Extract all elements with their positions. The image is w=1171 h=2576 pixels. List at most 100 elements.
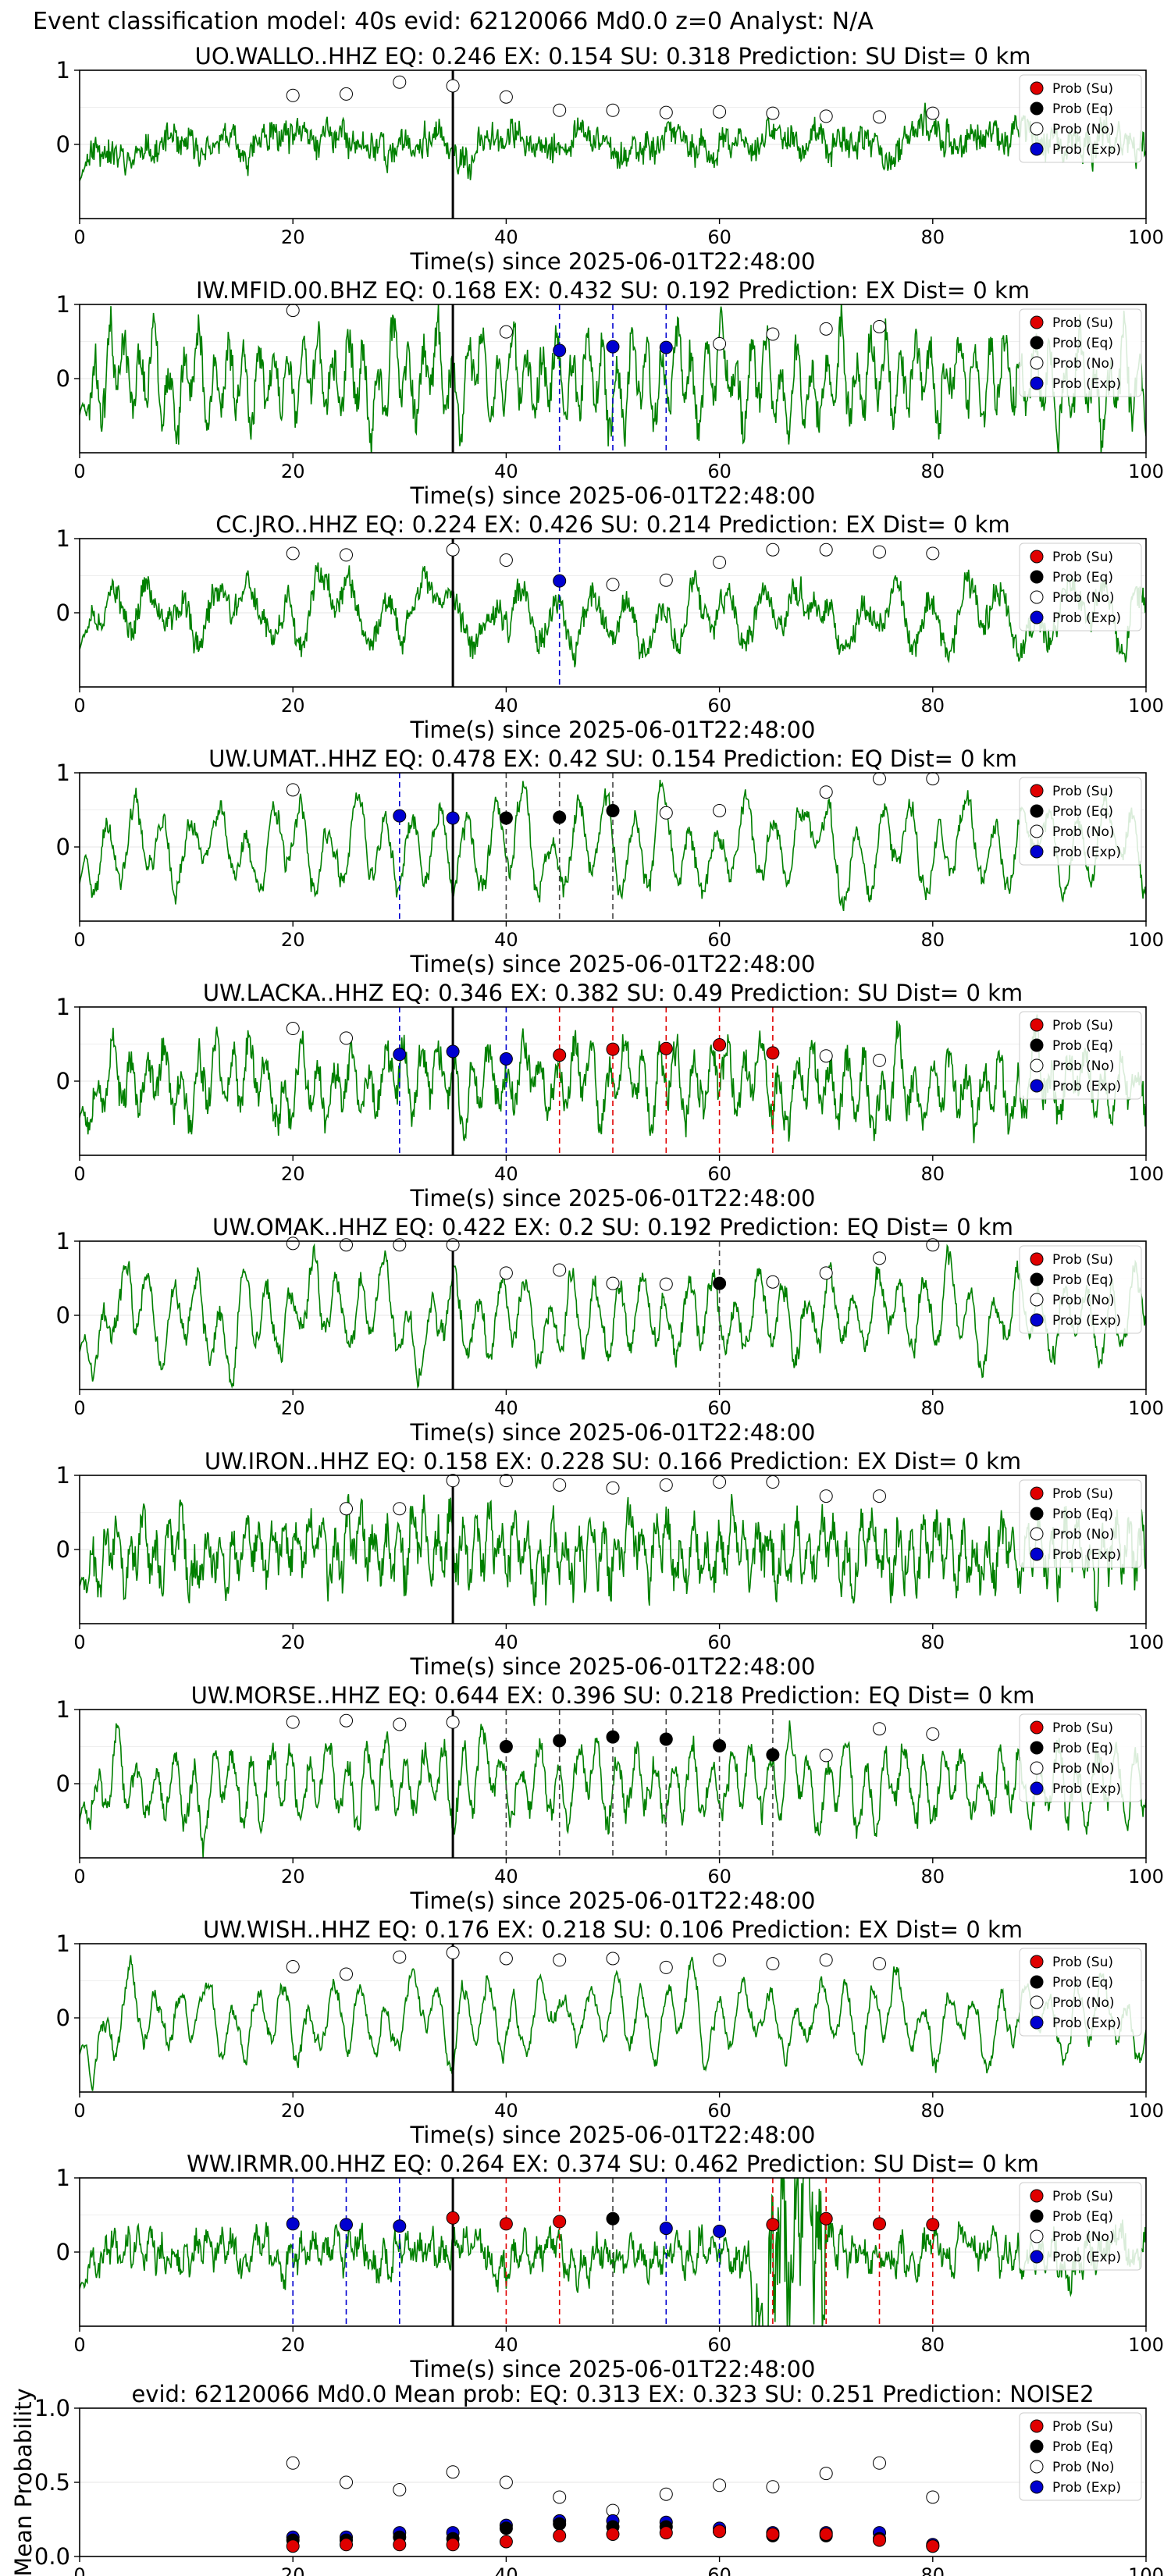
data-point-eq (713, 1276, 727, 1290)
legend-marker-su (1030, 550, 1044, 564)
data-point-su (606, 2528, 620, 2541)
data-point-no (766, 543, 780, 557)
legend-box (1019, 1011, 1142, 1100)
plot-contents (80, 1475, 1146, 1624)
waveform-trace (80, 304, 1146, 453)
data-point-no (766, 106, 780, 120)
data-point-no (393, 1238, 407, 1252)
legend-marker-su (1030, 1486, 1044, 1500)
legend-marker-exp (1030, 845, 1044, 859)
data-point-exp (393, 809, 407, 823)
legend-marker-no (1030, 1293, 1044, 1307)
x-tick-label: 0 (73, 1397, 85, 1419)
data-point-su (819, 2211, 833, 2226)
data-point-eq (766, 1748, 780, 1762)
legend-label: Prob (Eq) (1052, 101, 1113, 117)
y-tick-label: 0 (56, 600, 70, 626)
plot-contents (80, 70, 1146, 219)
chart-panel: evid: 62120066 Md0.0 Mean prob: EQ: 0.31… (10, 2381, 1164, 2576)
legend-label: Prob (Su) (1052, 81, 1113, 97)
chart-title: CC.JRO..HHZ EQ: 0.224 EX: 0.426 SU: 0.21… (215, 511, 1009, 538)
data-point-no (499, 325, 513, 339)
data-point-no (606, 1952, 620, 1966)
chart-title: UO.WALLO..HHZ EQ: 0.246 EX: 0.154 SU: 0.… (195, 43, 1031, 69)
y-tick-label: 1 (56, 760, 70, 786)
legend-marker-exp (1030, 2480, 1044, 2494)
chart-title: UW.OMAK..HHZ EQ: 0.422 EX: 0.2 SU: 0.192… (212, 1214, 1013, 1240)
legend-label: Prob (Eq) (1052, 2439, 1113, 2455)
x-tick-label: 80 (921, 695, 945, 717)
x-tick-label: 0 (73, 226, 85, 248)
chart-panel: UW.IRON..HHZ EQ: 0.158 EX: 0.228 SU: 0.1… (56, 1448, 1164, 1680)
x-tick-label: 0 (73, 1866, 85, 1888)
legend: Prob (Su) Prob (Eq) Prob (No) Prob (Exp) (1019, 308, 1142, 397)
y-tick-label: 1 (56, 291, 70, 318)
data-point-no (873, 1053, 886, 1067)
legend-box (1019, 1245, 1142, 1334)
waveform-trace (80, 1243, 1146, 1389)
x-tick-label: 0 (73, 2334, 85, 2356)
data-point-no (873, 1251, 886, 1265)
data-point-no (393, 2483, 407, 2496)
data-point-no (286, 1959, 300, 1973)
data-point-no (926, 2490, 940, 2504)
data-point-su (553, 1048, 567, 1062)
data-point-no (446, 1238, 460, 1252)
data-point-no (393, 1502, 407, 1516)
legend-marker-su (1030, 81, 1044, 95)
data-point-no (873, 1722, 886, 1736)
x-tick-label: 40 (494, 1397, 518, 1419)
legend-marker-no (1030, 1995, 1044, 2009)
y-tick-label: 1.0 (34, 2395, 70, 2421)
data-point-no (340, 1967, 353, 1981)
legend-label: Prob (No) (1052, 1995, 1115, 2011)
data-point-exp (713, 2224, 727, 2238)
data-point-no (553, 2490, 567, 2504)
data-point-su (713, 2524, 727, 2539)
data-point-exp (659, 340, 673, 354)
data-point-no (286, 1236, 300, 1251)
legend-label: Prob (Eq) (1052, 1038, 1113, 1054)
x-tick-label: 20 (281, 929, 305, 951)
data-point-no (873, 2456, 886, 2470)
x-tick-label: 20 (281, 1631, 305, 1653)
legend-label: Prob (Su) (1052, 1955, 1113, 1970)
legend-marker-no (1030, 1761, 1044, 1775)
legend-marker-eq (1030, 1975, 1044, 1989)
legend-marker-no (1030, 2229, 1044, 2243)
legend-box (1019, 1713, 1142, 1802)
data-point-su (819, 2528, 833, 2541)
data-point-no (340, 548, 353, 562)
data-point-no (713, 336, 727, 350)
plot-contents (80, 539, 1146, 687)
y-tick-label: 1 (56, 1696, 70, 1723)
data-point-no (340, 1031, 353, 1045)
data-point-no (340, 87, 353, 101)
legend: Prob (Su) Prob (Eq) Prob (No) Prob (Exp) (1019, 543, 1142, 632)
x-tick-label: 40 (494, 226, 518, 248)
legend-label: Prob (Eq) (1052, 2209, 1113, 2225)
chart-title: UW.UMAT..HHZ EQ: 0.478 EX: 0.42 SU: 0.15… (208, 745, 1017, 772)
x-axis-label: Time(s) since 2025-06-01T22:48:00 (410, 1888, 816, 1914)
x-tick-label: 0 (73, 1631, 85, 1653)
x-tick-label: 40 (494, 461, 518, 482)
data-point-no (819, 1049, 833, 1063)
data-point-no (393, 75, 407, 89)
data-point-no (553, 1263, 567, 1277)
data-point-su (606, 1042, 620, 1056)
legend: Prob (Su) Prob (Eq) Prob (No) Prob (Exp) (1019, 1713, 1142, 1802)
y-tick-label: 1 (56, 57, 70, 84)
data-point-no (286, 546, 300, 560)
legend-marker-su (1030, 1955, 1044, 1969)
data-point-no (446, 2465, 460, 2479)
x-tick-label: 100 (1128, 1866, 1164, 1888)
data-point-no (286, 1022, 300, 1036)
data-point-no (713, 1953, 727, 1967)
data-point-eq (606, 2211, 620, 2226)
x-tick-label: 100 (1128, 695, 1164, 717)
legend-marker-no (1030, 356, 1044, 370)
y-tick-label: 1 (56, 1228, 70, 1254)
data-point-no (499, 1266, 513, 1280)
legend-label: Prob (Eq) (1052, 336, 1113, 351)
data-point-su (340, 2538, 353, 2552)
